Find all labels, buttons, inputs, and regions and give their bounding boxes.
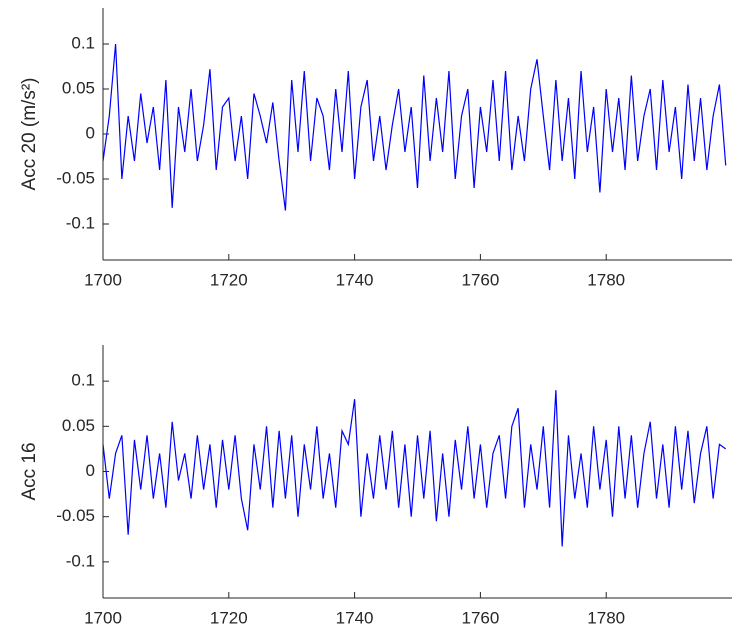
- x-tick-label: 1720: [210, 270, 248, 289]
- y-tick-label: -0.1: [66, 551, 95, 570]
- x-tick-label: 1780: [587, 608, 625, 627]
- y-tick-label: -0.05: [56, 506, 95, 525]
- y-tick-label: -0.1: [66, 213, 95, 232]
- x-tick-label: 1700: [84, 608, 122, 627]
- x-tick-label: 1760: [461, 608, 499, 627]
- y-tick-label: 0.05: [62, 78, 95, 97]
- y-tick-label: 0.1: [71, 33, 95, 52]
- y-tick-label: 0.1: [71, 371, 95, 390]
- x-tick-label: 1740: [336, 608, 374, 627]
- y-axis-label: Acc 16: [19, 442, 40, 500]
- x-tick-label: 1740: [336, 270, 374, 289]
- y-tick-label: -0.05: [56, 168, 95, 187]
- data-line: [102, 390, 727, 547]
- x-tick-label: 1760: [461, 270, 499, 289]
- y-tick-label: 0.05: [62, 416, 95, 435]
- data-line: [102, 43, 727, 211]
- x-tick-label: 1720: [210, 608, 248, 627]
- y-axis-label: Acc 20 (m/s²): [19, 78, 40, 191]
- x-tick-label: 1700: [84, 270, 122, 289]
- y-tick-label: 0: [86, 123, 95, 142]
- y-tick-label: 0: [86, 461, 95, 480]
- x-tick-label: 1780: [587, 270, 625, 289]
